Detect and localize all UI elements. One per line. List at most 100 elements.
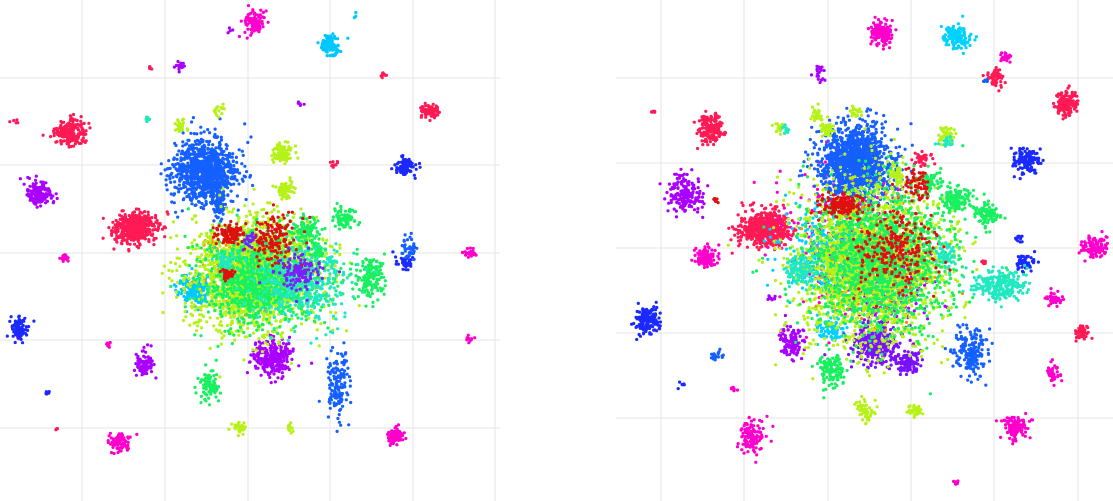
data-point <box>395 259 399 263</box>
data-point <box>136 230 140 234</box>
data-point <box>468 246 472 250</box>
data-point <box>61 259 65 263</box>
data-point <box>157 224 161 228</box>
data-point <box>174 210 178 214</box>
data-point <box>162 225 166 229</box>
data-point <box>231 207 236 211</box>
data-point <box>394 262 398 266</box>
data-point <box>209 148 213 152</box>
data-point <box>344 398 348 402</box>
data-point <box>148 65 152 69</box>
data-point <box>60 132 64 136</box>
data-point <box>339 407 343 411</box>
data-point <box>331 32 335 36</box>
data-point <box>128 242 132 246</box>
data-point <box>169 192 173 196</box>
data-point <box>249 11 253 15</box>
data-point <box>26 175 30 180</box>
data-point <box>333 53 337 57</box>
data-point <box>12 118 16 123</box>
data-point <box>275 367 279 371</box>
data-point <box>252 355 256 360</box>
data-point <box>199 308 203 312</box>
data-point <box>114 218 118 223</box>
data-point <box>243 122 247 126</box>
data-point <box>409 250 413 255</box>
data-point <box>124 444 129 449</box>
data-point <box>391 250 395 254</box>
data-point <box>401 267 405 271</box>
data-point <box>210 178 214 182</box>
data-point <box>263 341 267 345</box>
data-point <box>197 199 201 204</box>
data-point <box>233 174 237 179</box>
data-point <box>136 239 140 243</box>
data-point <box>115 442 119 447</box>
data-point <box>339 397 343 401</box>
data-point <box>246 15 250 19</box>
data-point <box>201 138 205 142</box>
data-point <box>141 223 145 227</box>
data-point <box>33 184 37 188</box>
data-point <box>332 390 337 394</box>
data-point <box>107 345 111 349</box>
data-point <box>111 220 115 224</box>
data-point <box>240 149 244 153</box>
data-point <box>189 178 194 182</box>
data-point <box>141 217 145 221</box>
data-point <box>179 292 183 296</box>
data-point <box>214 162 218 166</box>
data-point <box>175 247 179 251</box>
data-point <box>137 207 141 211</box>
data-point <box>134 373 138 377</box>
data-point <box>203 160 207 164</box>
data-point <box>160 271 164 275</box>
data-point <box>237 34 241 39</box>
data-point <box>336 37 340 41</box>
data-point <box>205 165 209 169</box>
data-point <box>206 190 210 194</box>
data-point <box>159 172 163 176</box>
data-point <box>224 207 228 211</box>
data-point <box>431 102 435 106</box>
data-point <box>163 168 167 172</box>
data-point <box>327 47 331 51</box>
data-point <box>287 341 291 346</box>
data-point <box>345 391 349 395</box>
data-point <box>154 216 158 220</box>
data-point <box>192 171 196 175</box>
data-point <box>269 364 273 368</box>
data-point <box>127 435 131 439</box>
data-point <box>124 238 128 242</box>
data-point <box>202 149 206 153</box>
data-point <box>231 159 235 163</box>
data-point <box>175 153 179 157</box>
data-point <box>177 190 181 194</box>
data-point <box>106 439 110 443</box>
series-0 <box>8 65 441 432</box>
data-point <box>393 163 397 167</box>
data-point <box>197 193 201 197</box>
data-point <box>11 334 15 338</box>
data-point <box>261 347 265 351</box>
data-point <box>310 361 314 365</box>
data-point <box>146 210 150 214</box>
data-point <box>338 243 342 247</box>
data-point <box>146 365 151 369</box>
data-point <box>185 169 189 173</box>
data-point <box>211 143 215 147</box>
data-point <box>245 371 249 375</box>
data-point <box>65 141 69 145</box>
data-point <box>30 195 34 199</box>
data-point <box>188 323 192 327</box>
data-point <box>218 375 222 379</box>
data-point <box>352 16 356 20</box>
data-point <box>277 340 281 344</box>
data-point <box>186 161 190 165</box>
data-point <box>400 155 404 159</box>
data-point <box>411 257 415 262</box>
data-point <box>184 315 188 319</box>
data-point <box>142 354 146 358</box>
data-point <box>62 120 66 124</box>
data-point <box>185 195 189 199</box>
